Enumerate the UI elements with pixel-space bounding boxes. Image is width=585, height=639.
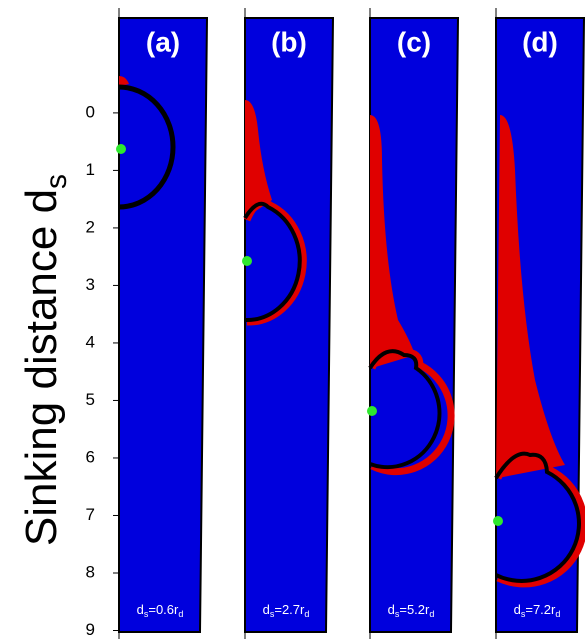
y-label-sub: s	[40, 174, 73, 189]
panel-caption: ds=5.2rd	[388, 602, 435, 619]
y-tick-label: 4	[86, 332, 95, 351]
panel-caption: ds=0.6rd	[137, 602, 184, 619]
caption-main: d	[388, 602, 395, 617]
caption-sub: s	[395, 609, 400, 619]
panel-label: (d)	[522, 26, 558, 57]
caption-sub: d	[429, 609, 434, 619]
panel-a-art	[116, 17, 209, 633]
caption-rest: =2.7r	[274, 602, 305, 617]
y-tick-label: 9	[86, 620, 95, 639]
y-label-main: Sinking distance d	[17, 189, 66, 546]
panel-label: (a)	[146, 26, 180, 57]
caption-sub: d	[178, 609, 183, 619]
y-tick-label: 7	[86, 505, 95, 524]
caption-sub: s	[144, 609, 149, 619]
caption-sub: d	[304, 609, 309, 619]
y-tick-label: 0	[86, 102, 95, 121]
caption-rest: =0.6r	[148, 602, 179, 617]
y-tick-label: 6	[86, 447, 95, 466]
y-axis-label: Sinking distance ds	[17, 174, 73, 546]
panel-b-art	[242, 17, 335, 633]
y-tick-label: 1	[86, 160, 95, 179]
caption-main: d	[137, 602, 144, 617]
panel-d-art	[493, 17, 585, 633]
caption-rest: =5.2r	[399, 602, 430, 617]
y-tick-label: 2	[86, 217, 95, 236]
caption-main: d	[263, 602, 270, 617]
caption-rest: =7.2r	[525, 602, 556, 617]
caption-sub: s	[270, 609, 275, 619]
y-tick-label: 3	[86, 275, 95, 294]
panel-c-art	[367, 17, 460, 633]
panel-caption: ds=2.7rd	[263, 602, 310, 619]
caption-main: d	[514, 602, 521, 617]
panel-label: (c)	[397, 26, 431, 57]
y-tick-label: 5	[86, 390, 95, 409]
panel-label: (b)	[271, 26, 307, 57]
caption-sub: d	[555, 609, 560, 619]
caption-sub: s	[521, 609, 526, 619]
panel-caption: ds=7.2rd	[514, 602, 561, 619]
y-tick-label: 8	[86, 562, 95, 581]
